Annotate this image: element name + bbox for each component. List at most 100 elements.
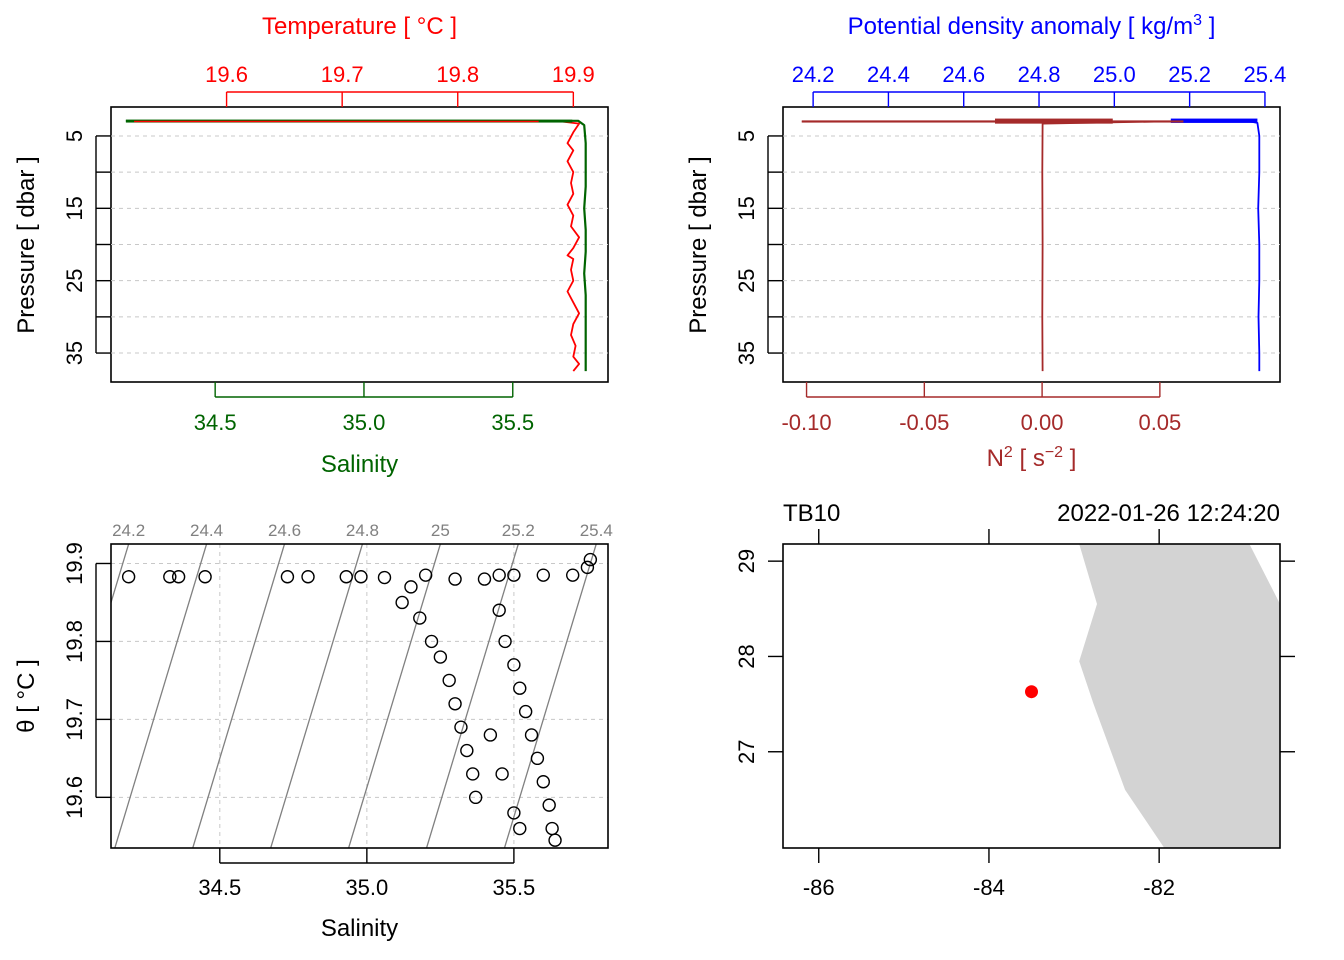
tick-label: 19.9 bbox=[62, 542, 87, 585]
ts-point bbox=[495, 767, 509, 781]
ts-point bbox=[468, 790, 483, 805]
tick-label: -84 bbox=[973, 875, 1005, 900]
ts-point bbox=[280, 570, 295, 584]
tick-label: 24.2 bbox=[792, 62, 835, 87]
isopycnal-label: 24.8 bbox=[346, 521, 379, 540]
pressure-axis: 5 15 25 35 bbox=[62, 130, 111, 365]
profile-lines bbox=[125, 119, 587, 372]
tick-label: 15 bbox=[62, 196, 87, 220]
ts-point bbox=[483, 728, 498, 742]
salinity-axis: 34.5 35.0 35.5 bbox=[194, 382, 534, 435]
ts-point bbox=[301, 570, 315, 584]
ts-point bbox=[354, 570, 368, 584]
station-map-panel: -86 -84 -82 27 28 29 TB10 2022-01-26 12:24:20 bbox=[734, 500, 1295, 900]
ts-point bbox=[448, 697, 462, 711]
isopycnal-line bbox=[347, 544, 441, 848]
ts-point bbox=[477, 572, 492, 586]
salinity-axis-label: Salinity bbox=[321, 915, 398, 942]
tick-label: -86 bbox=[803, 875, 835, 900]
ts-point bbox=[454, 720, 468, 734]
tick-label: 0.00 bbox=[1021, 410, 1064, 435]
density-label-sup: 3 bbox=[1193, 12, 1202, 29]
ts-point bbox=[424, 634, 439, 649]
n2-label-sup2: −2 bbox=[1045, 444, 1063, 461]
ts-point bbox=[530, 751, 545, 766]
pressure-axis-label: Pressure [ dbar ] bbox=[13, 156, 40, 333]
ts-diagram-panel: 34.5 35.0 35.5 19.6 19.7 19.8 19.9 Salinity θ… bbox=[13, 521, 613, 942]
tick-label: 34.5 bbox=[194, 410, 237, 435]
n2-surface-band bbox=[801, 120, 1184, 123]
ts-point bbox=[524, 728, 539, 742]
tick-label: 34.5 bbox=[198, 875, 241, 900]
density-axis: 24.2 24.4 24.6 24.8 25.0 25.2 25.4 bbox=[792, 62, 1286, 107]
ts-point bbox=[566, 568, 580, 582]
pressure-gridlines bbox=[111, 135, 608, 354]
ts-points bbox=[121, 552, 598, 847]
isopycnal-line bbox=[425, 544, 519, 848]
ts-point bbox=[536, 775, 551, 789]
temperature-salinity-profile-panel: 19.6 19.7 19.8 19.9 34.5 35.0 35.5 5 15 25 35 Te… bbox=[13, 13, 609, 478]
station-marker bbox=[1025, 685, 1038, 699]
ts-point bbox=[377, 570, 392, 585]
tick-label: 24.8 bbox=[1018, 62, 1061, 87]
ts-point bbox=[545, 821, 559, 836]
ts-point bbox=[198, 570, 212, 584]
tick-label: 25 bbox=[734, 268, 759, 292]
tick-label: 19.7 bbox=[321, 62, 364, 87]
profile-lines bbox=[801, 118, 1261, 372]
isopycnal-label: 24.2 bbox=[112, 521, 145, 540]
temperature-axis: 19.6 19.7 19.8 19.9 bbox=[205, 62, 595, 107]
map-axes: -86 -84 -82 27 28 29 bbox=[734, 529, 1295, 900]
ts-point bbox=[580, 560, 595, 575]
ts-point bbox=[507, 806, 521, 820]
tick-label: 25 bbox=[62, 268, 87, 292]
tick-label: -0.10 bbox=[781, 410, 831, 435]
isopycnal-label: 25 bbox=[431, 521, 450, 540]
tick-label: 19.8 bbox=[436, 62, 479, 87]
isopycnal-lines bbox=[111, 544, 597, 848]
ts-point bbox=[395, 595, 409, 610]
isopycnal-label: 25.4 bbox=[580, 521, 613, 540]
ts-point bbox=[121, 570, 136, 584]
density-label-end: ] bbox=[1202, 13, 1215, 40]
isopycnal-line bbox=[270, 544, 364, 848]
temperature-line bbox=[134, 120, 580, 372]
ts-point bbox=[163, 570, 177, 584]
tick-label: 5 bbox=[62, 130, 87, 142]
density-surface-band bbox=[1170, 118, 1258, 123]
tick-label: -82 bbox=[1143, 875, 1175, 900]
tick-label: 19.6 bbox=[205, 62, 248, 87]
plot-frame bbox=[110, 543, 609, 849]
tick-label: 15 bbox=[734, 196, 759, 220]
tick-label: 25.0 bbox=[1093, 62, 1136, 87]
tick-label: 35 bbox=[734, 341, 759, 365]
theta-axis: 19.6 19.7 19.8 19.9 bbox=[62, 542, 111, 819]
salinity-axis: 34.5 35.0 35.5 bbox=[198, 848, 535, 900]
density-label-main: Potential density anomaly [ kg/m bbox=[848, 13, 1194, 40]
isopycnal-line bbox=[114, 544, 208, 848]
n2-label-end: ] bbox=[1063, 445, 1076, 472]
isopycnal-label: 24.6 bbox=[268, 521, 301, 540]
ts-point bbox=[583, 552, 598, 567]
density-line bbox=[1189, 119, 1261, 372]
tick-label: 24.6 bbox=[942, 62, 985, 87]
ts-point bbox=[460, 743, 474, 758]
density-axis-label: Potential density anomaly [ kg/m3 ] bbox=[848, 12, 1216, 40]
n2-axis: -0.10 -0.05 0.00 0.05 bbox=[781, 382, 1181, 435]
isopycnal-line bbox=[192, 544, 286, 848]
ts-point bbox=[507, 658, 521, 672]
n2-label-sup: 2 bbox=[1004, 444, 1013, 461]
ts-point bbox=[507, 568, 521, 582]
tick-label: 29 bbox=[734, 549, 759, 573]
isopycnal-label: 24.4 bbox=[190, 521, 223, 540]
temperature-surface-band bbox=[134, 120, 539, 123]
tick-label: 35.0 bbox=[343, 410, 386, 435]
tick-label: -0.05 bbox=[899, 410, 949, 435]
n2-line bbox=[801, 120, 1161, 372]
tick-label: 27 bbox=[734, 740, 759, 764]
tick-label: 19.6 bbox=[62, 776, 87, 819]
tick-label: 19.9 bbox=[552, 62, 595, 87]
ts-point bbox=[448, 572, 462, 586]
ts-point bbox=[413, 611, 427, 625]
